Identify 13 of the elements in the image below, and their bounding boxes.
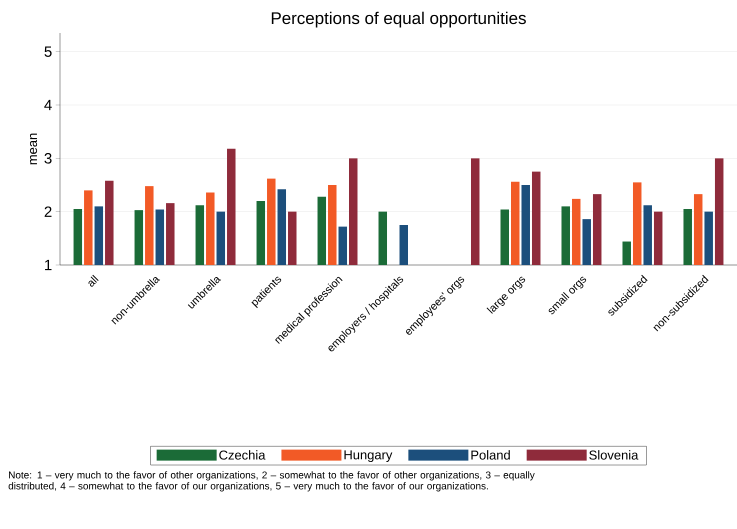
y-tick-label: 4 bbox=[44, 100, 52, 110]
x-tick-label: all bbox=[88, 274, 99, 287]
legend-label: Hungary bbox=[344, 450, 392, 462]
text: Note: 1 – very much to the favor of other organizations, 2 – somewhat to the favor of other organizations, 3 – equally distributed, 4 – somewhat to the favor of our organizations, 5 – very much to the favor of our organizations. bbox=[8, 471, 535, 492]
y-tick-label: 3 bbox=[44, 153, 52, 164]
legend-label: Slovenia bbox=[589, 450, 638, 460]
legend-label: Czechia bbox=[219, 450, 266, 460]
legend-label: Poland bbox=[471, 450, 510, 460]
y-tick-label: 5 bbox=[44, 46, 52, 57]
y-tick-label: 2 bbox=[44, 206, 52, 217]
y-axis-title: mean bbox=[30, 134, 38, 164]
chart-title: Perceptions of equal opportunities bbox=[272, 12, 526, 28]
y-tick-label: 1 bbox=[45, 260, 52, 270]
